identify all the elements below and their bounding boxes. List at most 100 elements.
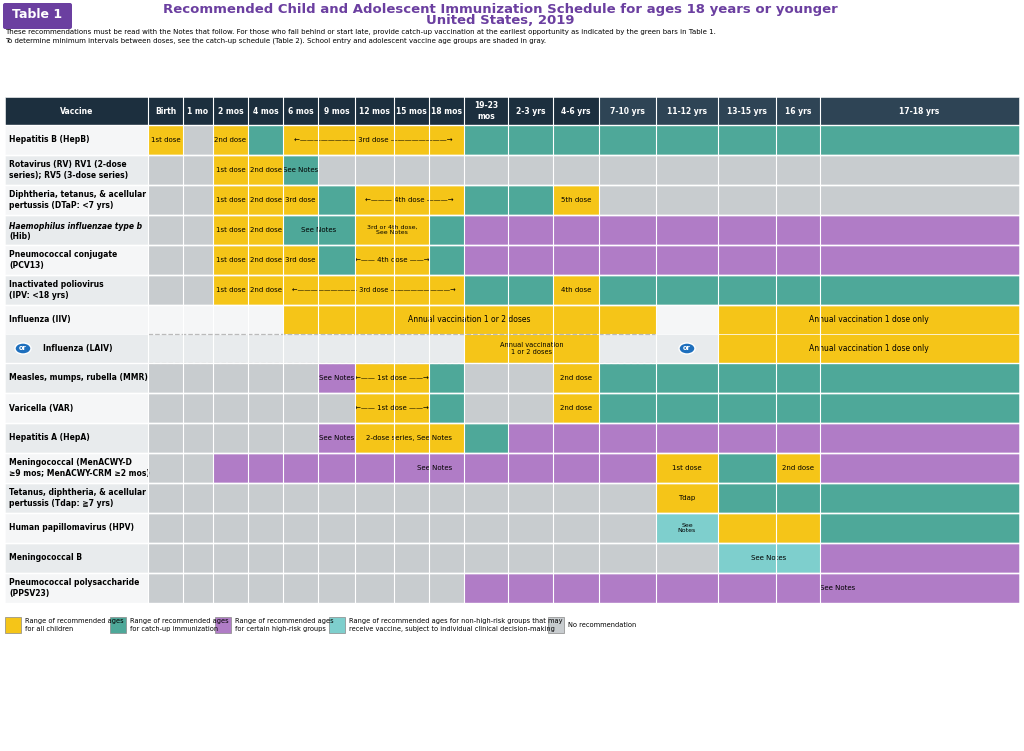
Bar	[776, 155, 820, 185]
Bar	[718, 245, 776, 275]
Bar	[718, 334, 776, 363]
Bar	[718, 275, 776, 305]
Bar	[283, 275, 464, 305]
Bar	[213, 305, 248, 334]
Bar	[464, 245, 1019, 275]
Bar	[248, 334, 283, 363]
Bar	[656, 453, 718, 483]
Bar	[213, 275, 248, 305]
Bar	[283, 155, 318, 185]
Bar	[464, 453, 508, 483]
Bar	[394, 393, 429, 423]
Bar	[429, 155, 464, 185]
Bar	[5, 363, 1019, 393]
Bar	[283, 185, 318, 215]
Bar	[148, 423, 183, 453]
Bar	[429, 483, 464, 513]
Bar	[213, 543, 248, 573]
Bar	[820, 305, 1019, 334]
Text: Recommended Child and Adolescent Immunization Schedule for ages 18 years or youn: Recommended Child and Adolescent Immuniz…	[163, 2, 838, 16]
Bar	[248, 215, 283, 245]
Text: ←——— 4th dose ———→: ←——— 4th dose ———→	[366, 197, 454, 203]
Bar	[5, 573, 1019, 603]
Text: 16 yrs: 16 yrs	[784, 107, 811, 116]
Bar	[248, 393, 283, 423]
Bar	[148, 483, 183, 513]
Bar	[283, 245, 318, 275]
Bar	[5, 185, 1019, 215]
Bar	[718, 543, 776, 573]
Bar	[318, 393, 355, 423]
Bar	[776, 363, 820, 393]
Bar	[148, 543, 183, 573]
Bar	[464, 215, 1019, 245]
Bar	[429, 573, 464, 603]
Bar	[553, 275, 599, 305]
Bar	[355, 155, 394, 185]
Text: Meningococcal (MenACWY-D
≥9 mos; MenACWY-CRM ≥2 mos): Meningococcal (MenACWY-D ≥9 mos; MenACWY…	[9, 458, 150, 478]
Bar	[508, 363, 553, 393]
Text: Measles, mumps, rubella (MMR): Measles, mumps, rubella (MMR)	[9, 373, 147, 382]
Bar	[248, 453, 283, 483]
Bar	[394, 513, 429, 543]
Bar	[183, 393, 213, 423]
Text: See Notes: See Notes	[417, 465, 453, 471]
Bar	[464, 275, 508, 305]
Bar	[248, 155, 283, 185]
Bar	[213, 483, 248, 513]
Bar	[355, 363, 429, 393]
Text: 15 mos: 15 mos	[396, 107, 427, 116]
Bar	[820, 97, 1019, 125]
Bar	[148, 275, 183, 305]
Bar	[318, 483, 355, 513]
Bar	[656, 453, 718, 483]
Bar	[248, 543, 283, 573]
Bar	[464, 393, 508, 423]
Bar	[508, 155, 553, 185]
Bar	[318, 423, 355, 453]
Bar	[283, 305, 656, 334]
Bar	[553, 393, 599, 423]
Bar	[5, 125, 1019, 155]
Bar	[5, 97, 148, 125]
Bar	[148, 513, 183, 543]
Bar	[508, 393, 553, 423]
Text: 12 mos: 12 mos	[359, 107, 390, 116]
Bar	[776, 125, 820, 155]
Text: Haemophilus influenzae type b: Haemophilus influenzae type b	[9, 222, 142, 231]
Bar	[183, 423, 213, 453]
Bar	[553, 363, 599, 393]
Bar	[394, 215, 429, 245]
Text: These recommendations must be read with the Notes that follow. For those who fal: These recommendations must be read with …	[5, 29, 716, 35]
Bar	[283, 125, 318, 155]
Bar	[553, 423, 599, 453]
Bar	[213, 125, 248, 155]
Bar	[820, 363, 1019, 393]
Bar	[656, 155, 718, 185]
Bar	[5, 125, 148, 155]
Bar	[553, 393, 599, 423]
Bar	[148, 155, 183, 185]
Bar	[394, 275, 429, 305]
Bar	[355, 185, 464, 215]
Bar	[318, 185, 355, 215]
Bar	[508, 305, 553, 334]
Bar	[553, 334, 599, 363]
Bar	[283, 543, 318, 573]
Text: 6 mos: 6 mos	[288, 107, 313, 116]
Bar	[5, 513, 148, 543]
Bar	[656, 543, 718, 573]
Text: Diphtheria, tetanus, & acellular
pertussis (DTaP: <7 yrs): Diphtheria, tetanus, & acellular pertuss…	[9, 190, 146, 210]
Bar	[355, 215, 429, 245]
Bar	[355, 423, 464, 453]
Bar	[355, 97, 394, 125]
Text: Table 1: Table 1	[12, 8, 62, 22]
Bar	[429, 334, 464, 363]
Bar	[776, 483, 820, 513]
Bar	[355, 423, 394, 453]
Bar	[318, 215, 355, 245]
Bar	[429, 453, 464, 483]
Bar	[429, 305, 464, 334]
Bar	[776, 215, 820, 245]
Text: See Notes: See Notes	[301, 227, 337, 233]
